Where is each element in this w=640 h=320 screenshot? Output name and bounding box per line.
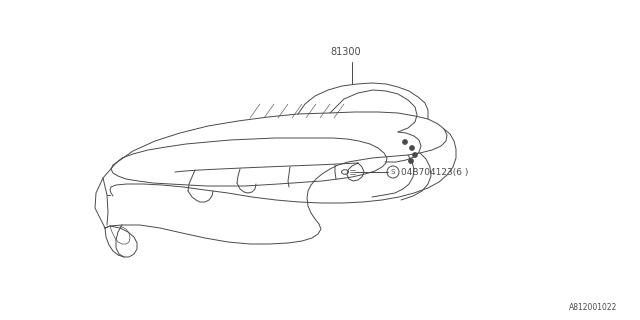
Text: 04B704123(6 ): 04B704123(6 ) bbox=[401, 167, 468, 177]
Text: A812001022: A812001022 bbox=[568, 303, 617, 312]
Circle shape bbox=[403, 140, 408, 145]
Circle shape bbox=[410, 146, 415, 150]
Text: 81300: 81300 bbox=[330, 47, 360, 57]
Text: S: S bbox=[391, 169, 395, 175]
Circle shape bbox=[413, 153, 417, 157]
Circle shape bbox=[408, 158, 413, 164]
